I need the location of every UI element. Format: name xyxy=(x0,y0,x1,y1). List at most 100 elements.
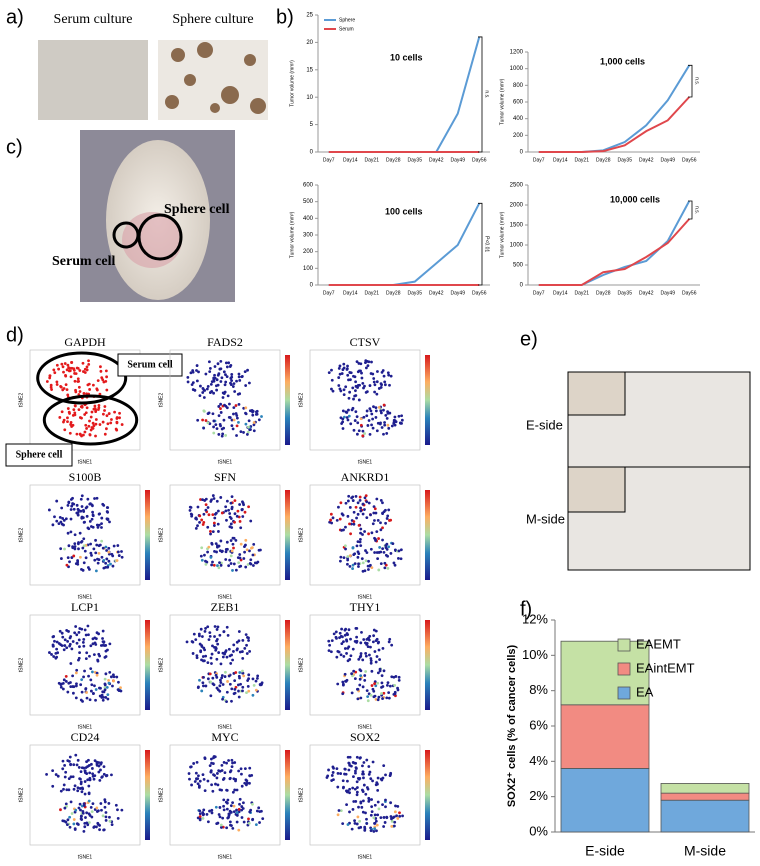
point xyxy=(369,657,373,660)
point xyxy=(217,530,220,533)
point xyxy=(205,812,209,816)
point xyxy=(215,639,218,643)
axis-label: tSNE1 xyxy=(358,724,373,730)
x-tick-label: Day28 xyxy=(386,290,401,296)
point xyxy=(82,804,86,807)
point xyxy=(373,507,377,511)
chart-title: 10,000 cells xyxy=(610,194,660,204)
point xyxy=(384,544,388,547)
point xyxy=(341,779,345,783)
point xyxy=(98,423,102,426)
point xyxy=(395,814,398,818)
x-tick-label: Day42 xyxy=(639,157,654,163)
point xyxy=(84,411,88,415)
point xyxy=(238,650,242,654)
point xyxy=(382,691,386,695)
point xyxy=(206,421,210,425)
point xyxy=(244,406,248,410)
point xyxy=(215,550,218,554)
point xyxy=(203,789,207,793)
point xyxy=(241,507,244,511)
point xyxy=(230,687,234,691)
point xyxy=(63,547,66,551)
point xyxy=(228,682,232,686)
point xyxy=(100,526,103,529)
point xyxy=(229,522,233,526)
point xyxy=(242,674,246,678)
point xyxy=(203,629,207,633)
point xyxy=(389,552,393,555)
point xyxy=(232,804,236,808)
point xyxy=(76,511,80,514)
point xyxy=(331,771,335,774)
point xyxy=(361,770,365,774)
point xyxy=(380,674,384,678)
axis-label: tSNE2 xyxy=(18,658,24,673)
point xyxy=(80,505,84,508)
point xyxy=(75,432,79,436)
point xyxy=(236,683,240,687)
x-tick-label: Day35 xyxy=(408,157,423,163)
point xyxy=(338,364,342,368)
point xyxy=(62,819,66,823)
point xyxy=(79,683,83,687)
point xyxy=(367,692,371,696)
point xyxy=(82,544,86,548)
point xyxy=(69,681,72,684)
annotation: P<0.01 xyxy=(484,236,490,252)
point xyxy=(234,671,238,674)
point xyxy=(203,553,206,557)
point xyxy=(247,673,251,677)
point xyxy=(357,398,361,402)
point xyxy=(224,649,228,653)
point xyxy=(356,697,360,701)
point xyxy=(82,508,85,512)
point-cloud xyxy=(325,755,404,833)
point xyxy=(193,388,197,392)
point xyxy=(52,655,56,658)
point xyxy=(206,820,210,824)
point xyxy=(62,387,66,390)
point xyxy=(211,789,215,793)
plot-frame xyxy=(29,349,141,451)
point xyxy=(245,781,249,785)
point xyxy=(72,408,76,412)
point xyxy=(344,627,348,631)
point xyxy=(380,383,383,387)
point xyxy=(208,634,212,638)
point xyxy=(337,376,341,379)
point xyxy=(84,687,88,690)
point xyxy=(68,644,72,648)
y-tick-label: 800 xyxy=(513,83,524,89)
point xyxy=(69,775,73,779)
point xyxy=(201,391,205,394)
point xyxy=(89,551,93,555)
point xyxy=(346,659,350,663)
point xyxy=(59,685,63,689)
point xyxy=(191,640,195,644)
point xyxy=(251,817,255,821)
point xyxy=(61,759,65,763)
point xyxy=(87,424,91,428)
circle xyxy=(137,213,183,261)
point xyxy=(218,815,222,819)
point xyxy=(384,798,387,802)
point xyxy=(106,693,110,696)
point xyxy=(115,421,119,425)
point xyxy=(109,562,112,566)
point xyxy=(357,805,360,809)
point xyxy=(212,391,215,395)
point xyxy=(330,639,334,643)
point xyxy=(91,383,95,387)
point xyxy=(363,827,367,831)
bar-segment xyxy=(560,640,650,706)
axis-label: tSNE1 xyxy=(218,594,233,600)
axis-label: tSNE1 xyxy=(78,854,93,860)
point xyxy=(361,502,365,506)
point xyxy=(327,371,331,374)
point xyxy=(240,805,244,808)
point xyxy=(202,426,206,430)
point xyxy=(362,799,365,803)
point xyxy=(68,412,71,415)
point xyxy=(105,414,109,418)
